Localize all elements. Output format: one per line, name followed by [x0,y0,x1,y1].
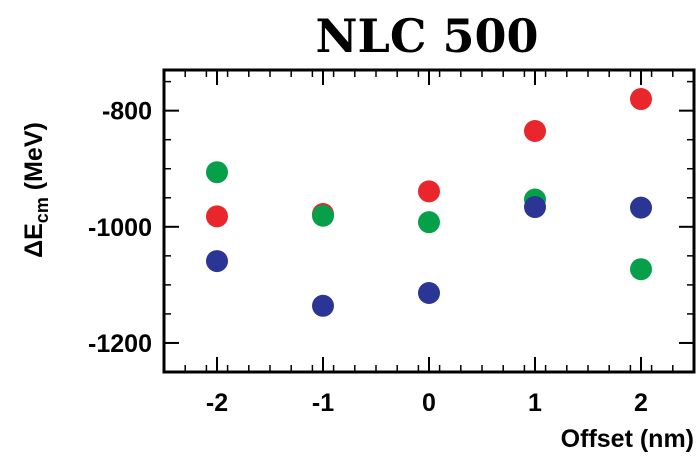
y-axis-label-unit: (MeV) [20,122,48,190]
svg-text:ΔEcm (MeV): ΔEcm (MeV) [20,122,52,258]
x-tick-label: -1 [312,389,334,417]
y-tick-label: -1200 [88,330,152,358]
data-point [312,294,334,317]
data-point [206,250,228,273]
y-axis-label-delta: Δ [20,240,48,258]
chart-title: NLC 500 [315,9,538,63]
y-axis-label-spacer [20,190,48,197]
x-tick-label: 1 [528,389,542,417]
x-tick-label: -2 [206,389,228,417]
y-tick-labels: -1200 -1000 -800 [88,98,152,358]
data-point [524,196,546,219]
data-point [418,282,440,305]
x-tick-label: 2 [634,389,648,417]
data-point [524,119,546,142]
y-axis-label-main: E [20,223,48,240]
data-point [630,196,652,219]
y-tick-label: -1000 [88,214,152,242]
data-point [312,204,334,227]
y-axis-label-subscript: cm [32,197,52,223]
data-point [630,88,652,111]
data-point [418,211,440,234]
data-point [206,161,228,184]
data-point [206,205,228,228]
x-axis-label: Offset (nm) [561,425,694,453]
y-tick-label: -800 [102,98,152,126]
axis-ticks [163,70,695,373]
y-axis-label: ΔEcm (MeV) [20,122,52,258]
data-point [630,258,652,281]
x-tick-label: 0 [422,389,436,417]
data-point [418,180,440,203]
data-points [206,88,652,317]
x-tick-labels: -2 -1 0 1 2 [206,389,648,417]
